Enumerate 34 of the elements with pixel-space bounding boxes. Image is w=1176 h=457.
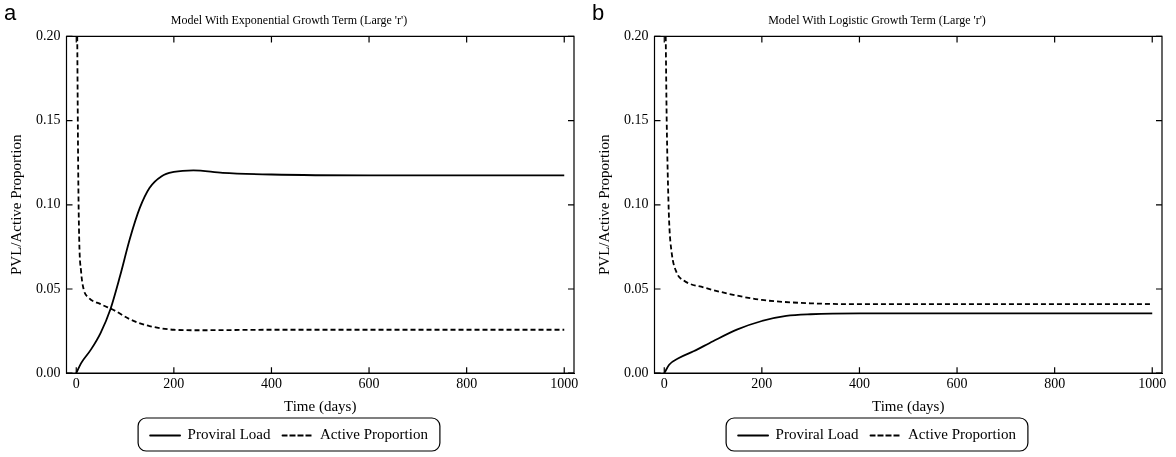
legend-label: Active Proportion: [908, 426, 1017, 443]
y-tick-label: 0.20: [624, 28, 649, 44]
y-axis-title: PVL/Active Proportion: [7, 134, 24, 275]
x-tick-label: 0: [72, 376, 80, 392]
y-tick-label: 0.00: [36, 364, 61, 380]
y-tick-label: 0.10: [624, 196, 649, 212]
x-tick-label: 0: [660, 376, 668, 392]
y-tick-label: 0.20: [36, 28, 61, 44]
x-tick-label: 600: [946, 376, 968, 392]
x-tick-label: 800: [1044, 376, 1066, 392]
chart-title: Model With Exponential Growth Term (Large 'r'): [170, 13, 408, 28]
legend-label: Active Proportion: [320, 426, 429, 443]
text: a: [4, 0, 17, 26]
y-tick-label: 0.05: [624, 280, 649, 296]
y-tick-label: 0.05: [36, 280, 61, 296]
x-tick-label: 1000: [1138, 376, 1167, 392]
x-tick-label: 400: [848, 376, 870, 392]
x-axis-title: Time (days): [872, 397, 945, 415]
y-axis-title: PVL/Active Proportion: [595, 134, 612, 275]
x-tick-label: 600: [358, 376, 380, 392]
x-tick-label: 800: [456, 376, 478, 392]
x-tick-label: 200: [751, 376, 773, 392]
x-tick-label: 1000: [550, 376, 579, 392]
y-tick-label: 0.15: [624, 112, 649, 128]
text: b: [592, 0, 605, 26]
y-tick-label: 0.15: [36, 112, 61, 128]
x-tick-label: 400: [260, 376, 282, 392]
legend-label: Proviral Load: [775, 426, 859, 443]
chart-title: Model With Logistic Growth Term (Large 'r'): [768, 13, 986, 28]
legend-label: Proviral Load: [187, 426, 271, 443]
y-tick-label: 0.00: [624, 364, 649, 380]
x-axis-title: Time (days): [284, 397, 357, 415]
x-tick-label: 200: [163, 376, 185, 392]
y-tick-label: 0.10: [36, 196, 61, 212]
